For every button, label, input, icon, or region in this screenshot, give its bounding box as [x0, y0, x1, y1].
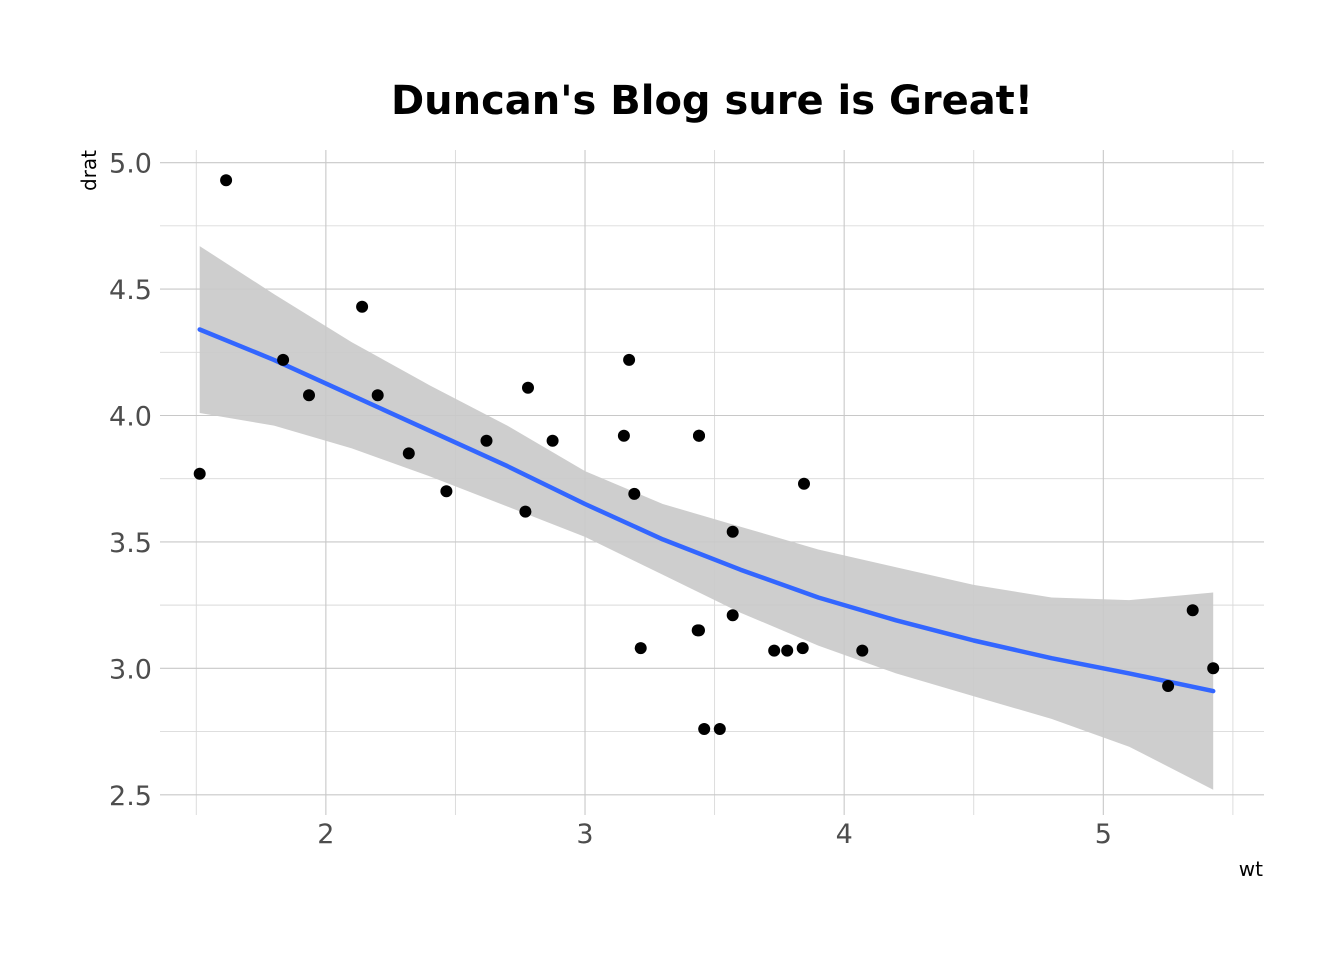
data-point [371, 389, 384, 402]
y-tick-label: 2.5 [109, 781, 152, 812]
data-point [402, 447, 415, 460]
data-point [796, 642, 809, 655]
data-point [693, 429, 705, 442]
chart-title: Duncan's Blog sure is Great! [391, 78, 1033, 124]
data-point [698, 723, 711, 735]
data-point [726, 525, 739, 538]
data-point [628, 487, 641, 500]
data-point [546, 434, 559, 447]
data-point [781, 644, 794, 657]
data-point [356, 300, 369, 313]
x-axis-label: wt [1239, 857, 1263, 881]
y-tick-label: 3.5 [109, 528, 152, 559]
x-tick-label: 4 [836, 819, 853, 850]
data-point [798, 477, 810, 490]
data-point [1207, 662, 1220, 675]
data-point [220, 174, 233, 187]
data-point [519, 505, 532, 518]
data-point [277, 353, 290, 366]
data-point [193, 467, 206, 480]
y-axis-label: drat [77, 150, 101, 191]
y-tick-label: 3.0 [109, 654, 152, 685]
data-point [522, 381, 534, 394]
confidence-band [199, 246, 1214, 790]
data-point [303, 389, 315, 402]
smooth-line [197, 327, 1216, 694]
y-tick-label: 4.0 [109, 401, 152, 432]
data-point [634, 642, 647, 655]
data-point [856, 644, 869, 657]
smooth-line-layer [197, 327, 1216, 694]
x-axis-ticks: 2 3 4 5 [317, 819, 1112, 850]
y-tick-label: 4.5 [109, 275, 152, 306]
y-tick-label: 5.0 [109, 149, 152, 180]
data-point [693, 624, 705, 637]
data-point [713, 723, 726, 735]
x-tick-label: 3 [576, 819, 593, 850]
data-point [480, 434, 493, 447]
x-tick-label: 5 [1095, 819, 1112, 850]
data-point [1186, 604, 1199, 617]
points-layer [193, 174, 1220, 735]
data-point [726, 609, 739, 622]
data-point [440, 485, 453, 498]
data-point [768, 644, 781, 657]
confidence-band-layer [199, 246, 1214, 790]
data-point [1162, 680, 1175, 692]
data-point [623, 353, 636, 366]
y-axis-ticks: 2.5 3.0 3.5 4.0 4.5 5.0 [109, 149, 152, 812]
x-tick-label: 2 [317, 819, 334, 850]
data-point [617, 429, 630, 442]
